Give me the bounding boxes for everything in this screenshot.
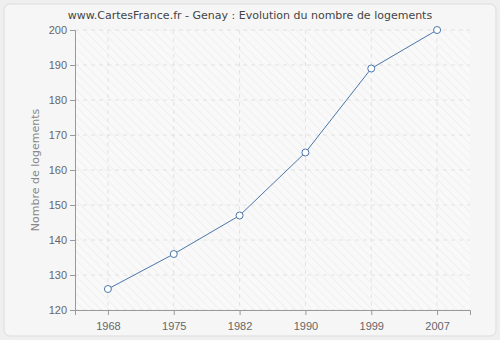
tick-mark	[70, 310, 75, 311]
tick-mark	[70, 170, 75, 171]
tick-mark	[108, 310, 109, 315]
outer-background	[0, 0, 500, 340]
y-axis: 120 130 140 150 160 170 180 190 200	[49, 24, 76, 316]
tick-mark	[70, 275, 75, 276]
tick-label: 190	[49, 59, 67, 71]
y-tick: 180	[49, 94, 75, 106]
y-tick: 140	[49, 234, 75, 246]
tick-mark	[70, 65, 75, 66]
grid	[75, 30, 470, 310]
tick-label: 1990	[294, 320, 318, 332]
y-tick: 130	[49, 269, 75, 281]
tick-label: 180	[49, 94, 67, 106]
x-axis: 1968 1975 1982 1990 1999 2007	[76, 310, 471, 332]
tick-label: 120	[49, 304, 67, 316]
tick-mark	[70, 30, 75, 31]
grid-line	[75, 205, 470, 206]
tick-mark	[305, 310, 306, 315]
grid-line	[173, 30, 174, 310]
grid-line	[305, 30, 306, 310]
marker	[170, 251, 177, 258]
tick-mark	[371, 310, 372, 315]
x-tick: 1975	[162, 310, 186, 332]
tick-label: 2007	[425, 320, 449, 332]
tick-label: 170	[49, 129, 67, 141]
grid-line	[75, 170, 470, 171]
y-tick: 200	[49, 24, 75, 36]
x-tick: 1999	[360, 310, 384, 332]
marker	[104, 286, 111, 293]
tick-mark	[70, 100, 75, 101]
chart: 1201301401501601701801902001968197519821…	[0, 0, 500, 340]
tick-label: 1999	[360, 320, 384, 332]
x-tick: 2007	[425, 310, 449, 332]
x-tick: 1968	[96, 310, 120, 332]
tick-label: 150	[49, 199, 67, 211]
tick-label: 160	[49, 164, 67, 176]
grid-line	[239, 30, 240, 310]
grid-line	[75, 135, 470, 136]
tick-mark	[70, 240, 75, 241]
series	[104, 27, 440, 293]
grid-line	[75, 30, 470, 31]
grid-line	[75, 100, 470, 101]
tick-label: 140	[49, 234, 67, 246]
tick-label: 1975	[162, 320, 186, 332]
marker	[236, 212, 243, 219]
plot: 1201301401501601701801902001968197519821…	[49, 24, 471, 332]
tick-mark	[70, 135, 75, 136]
tick-mark	[174, 310, 175, 315]
line	[108, 30, 437, 289]
y-tick: 160	[49, 164, 75, 176]
tick-mark	[437, 310, 438, 315]
plot-background	[75, 30, 470, 310]
y-tick: 190	[49, 59, 75, 71]
x-tick: 1982	[228, 310, 252, 332]
y-tick: 120	[49, 304, 75, 316]
y-axis-title: Nombre de logements	[29, 108, 42, 231]
tick-mark	[70, 205, 75, 206]
panel	[4, 4, 496, 336]
grid-line	[437, 30, 438, 310]
title: www.CartesFrance.fr - Genay : Evolution …	[68, 9, 433, 22]
marker	[368, 65, 375, 72]
tick-label: 200	[49, 24, 67, 36]
grid-line	[107, 30, 108, 310]
axis-line	[76, 311, 471, 316]
y-tick: 150	[49, 199, 75, 211]
x-tick: 1990	[294, 310, 318, 332]
tick-label: 130	[49, 269, 67, 281]
tick-mark	[240, 310, 241, 315]
axis-line	[70, 31, 76, 311]
tick-label: 1982	[228, 320, 252, 332]
tick-label: 1968	[96, 320, 120, 332]
marker	[434, 27, 441, 34]
y-tick: 170	[49, 129, 75, 141]
grid-line	[75, 240, 470, 241]
marker	[302, 149, 309, 156]
grid-line	[75, 65, 470, 66]
